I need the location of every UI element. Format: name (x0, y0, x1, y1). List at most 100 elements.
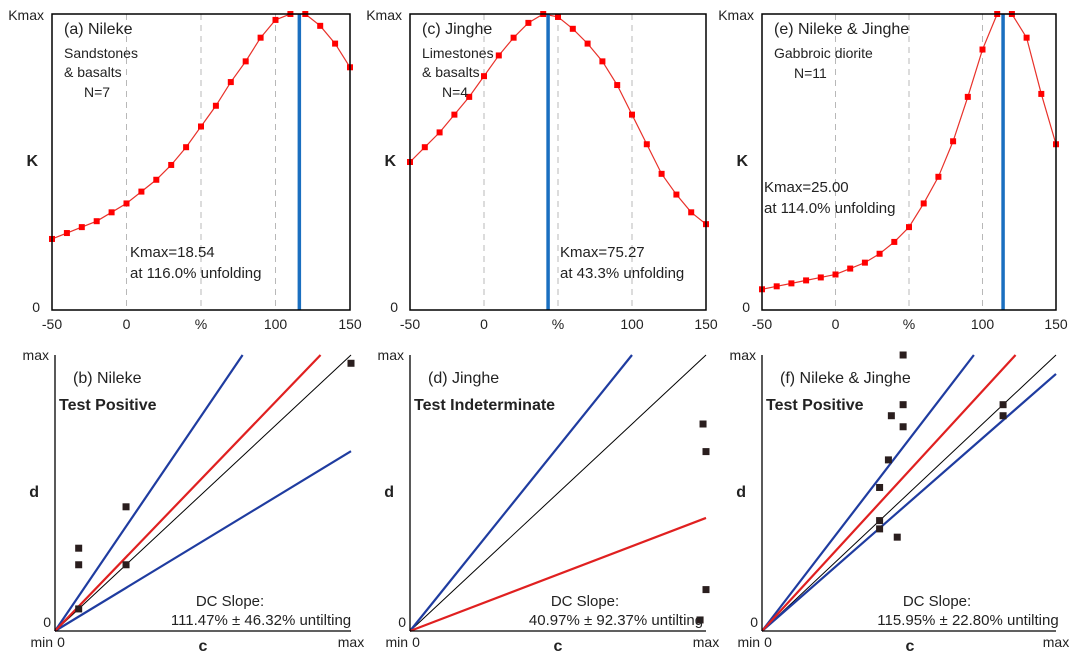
lower-bound-line (761, 373, 1057, 632)
y-max-label: max (378, 347, 404, 363)
data-point (108, 209, 115, 216)
lower-bound-line (54, 450, 352, 632)
data-point (702, 448, 710, 456)
dc-slope-title: DC Slope: (551, 593, 619, 610)
kmax-value: Kmax=75.27 (560, 244, 645, 261)
data-point (832, 271, 839, 278)
dc-slope-title: DC Slope: (196, 593, 264, 610)
x-zero-label: 0 (764, 634, 772, 650)
mean-slope-line (761, 354, 1017, 632)
y-axis-label: d (384, 484, 394, 501)
x-axis-label: c (199, 638, 208, 652)
x-max-label: max (1043, 634, 1069, 650)
data-point (1023, 34, 1030, 41)
dc-slope-value: 115.95% ± 22.80% untilting (877, 612, 1058, 629)
sample-count: N=7 (84, 84, 110, 100)
data-point (122, 503, 130, 511)
lithology-line-1: Limestones (422, 45, 494, 61)
data-point (138, 188, 145, 195)
kmax-unfolding: at 116.0% unfolding (130, 265, 262, 282)
mean-slope-line (409, 516, 707, 633)
mean-slope-line (54, 354, 322, 632)
data-point (78, 224, 85, 231)
data-point (817, 274, 824, 281)
data-point (629, 111, 635, 118)
data-point (847, 265, 854, 272)
sample-count: N=11 (794, 65, 827, 81)
kmax-unfolding: at 43.3% unfolding (560, 265, 684, 282)
upper-bound-line (409, 354, 633, 632)
data-point (899, 351, 907, 359)
data-point (643, 141, 650, 148)
x-tick-label: % (552, 316, 564, 332)
data-point (899, 423, 907, 431)
data-point (696, 616, 704, 624)
data-point (614, 82, 621, 89)
dc-slope-title: DC Slope: (903, 593, 971, 610)
x-max-label: max (338, 634, 364, 650)
x-tick-label: 150 (1044, 316, 1068, 332)
dc-slope-value: 40.97% ± 92.37% untilting (529, 612, 703, 629)
x-tick-label: 150 (338, 316, 362, 332)
data-point (773, 283, 780, 290)
x-tick-label: % (903, 316, 915, 332)
data-point (63, 230, 70, 237)
data-point (272, 16, 279, 23)
x-max-label: max (693, 634, 719, 650)
data-point (688, 209, 695, 216)
x-tick-label: 100 (620, 316, 644, 332)
data-point (227, 79, 234, 86)
data-point (317, 22, 324, 29)
x-tick-label: % (195, 316, 207, 332)
data-point (673, 191, 680, 198)
data-point (899, 401, 907, 409)
y-zero-label: 0 (398, 614, 406, 630)
data-point (803, 277, 810, 284)
y-axis-label: d (736, 484, 746, 501)
panel-title: (a) Nileke (64, 21, 133, 38)
data-point (935, 173, 942, 180)
x-axis-label: c (906, 638, 915, 652)
data-point (466, 93, 473, 100)
x-tick-label: -50 (42, 316, 62, 332)
lithology-line-2: & basalts (422, 64, 480, 80)
x-zero-label: 0 (412, 634, 420, 650)
data-point (481, 73, 487, 80)
y-max-label: max (23, 347, 49, 363)
data-point (212, 102, 219, 109)
dc-slope-value: 111.47% ± 46.32% untilting (171, 612, 351, 629)
y-axis-label: d (29, 484, 39, 501)
plot-frame (51, 13, 351, 311)
lithology-line-1: Sandstones (64, 45, 138, 61)
test-result: Test Positive (59, 397, 157, 414)
data-point (876, 483, 884, 491)
data-point (699, 420, 707, 428)
sample-count: N=4 (442, 84, 468, 100)
plot-frame (761, 13, 1057, 311)
x-tick-label: 0 (480, 316, 488, 332)
kmax-value: Kmax=18.54 (130, 244, 215, 261)
data-point (242, 58, 249, 65)
x-min-label: min (385, 634, 408, 650)
data-point (198, 123, 204, 130)
data-point (421, 144, 428, 151)
data-point (887, 412, 895, 420)
data-point (183, 144, 190, 151)
data-point (75, 605, 83, 613)
data-point (153, 176, 160, 183)
plot-frame (409, 13, 707, 311)
data-point (93, 218, 100, 225)
data-point (569, 25, 576, 32)
panel-title: (c) Jinghe (422, 21, 492, 38)
data-point (122, 561, 130, 569)
x-tick-label: 150 (694, 316, 718, 332)
y-axis-label: K (736, 153, 748, 170)
data-point (436, 129, 443, 136)
data-point (950, 138, 957, 145)
panel-title: (e) Nileke & Jinghe (774, 21, 909, 38)
data-point (906, 224, 912, 231)
data-point (347, 359, 355, 367)
data-point (75, 561, 83, 569)
y-axis-label: K (26, 153, 38, 170)
data-point (876, 525, 884, 533)
